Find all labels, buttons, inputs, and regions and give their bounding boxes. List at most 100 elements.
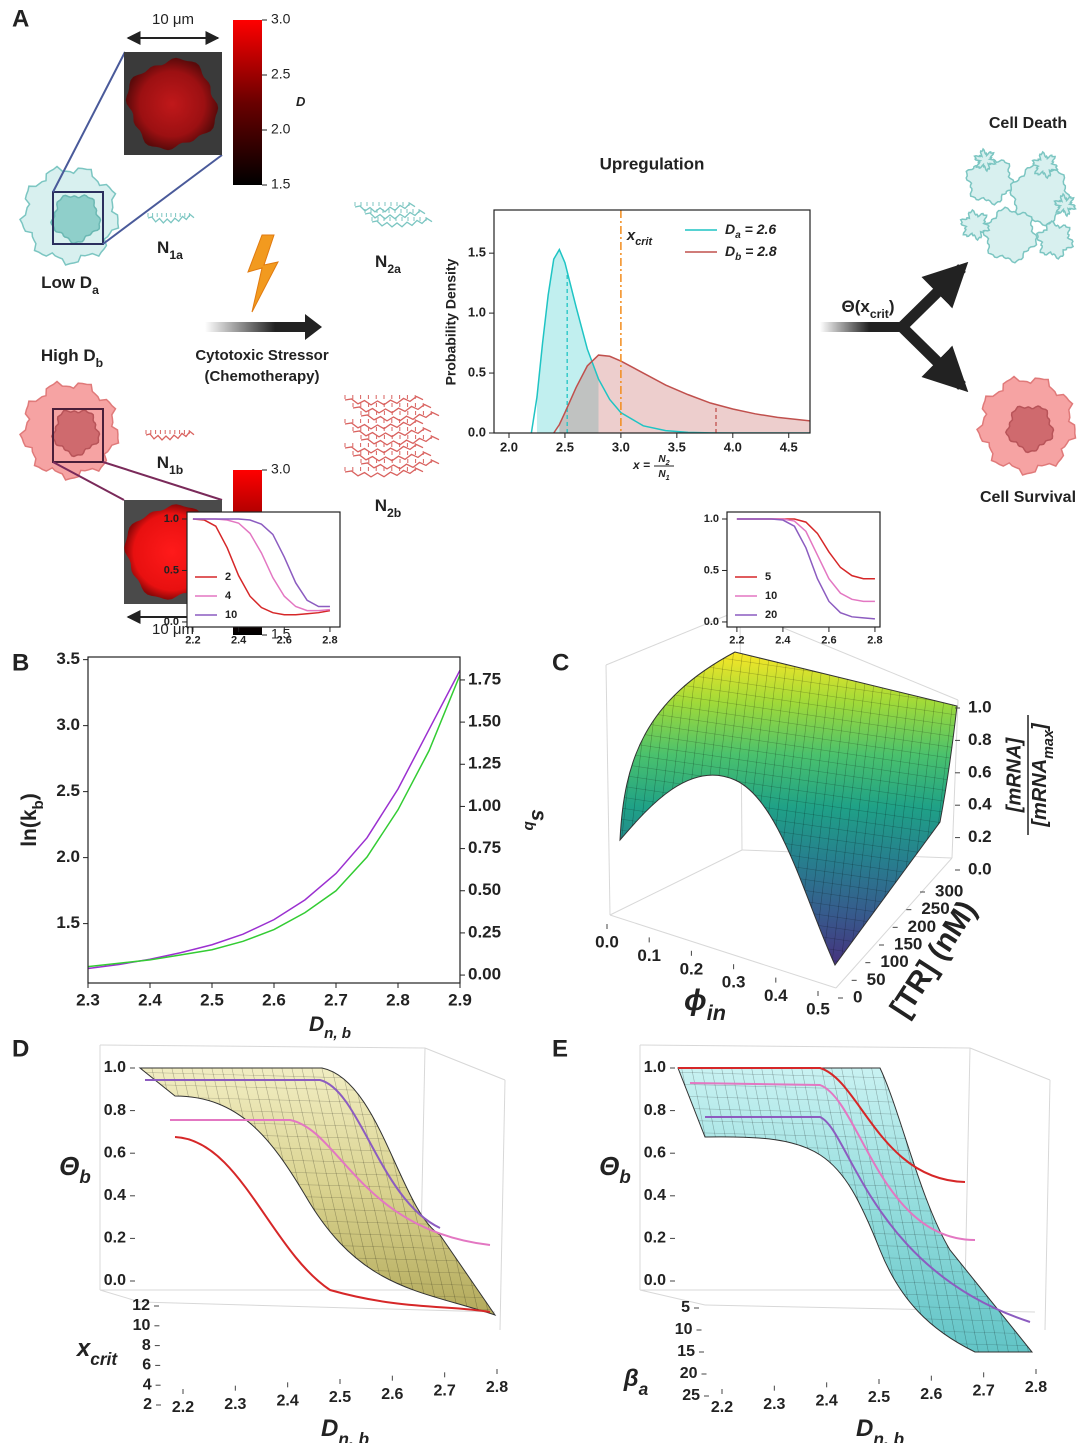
y-tick-label: 20 bbox=[680, 1365, 698, 1382]
transcript-label: N1a bbox=[157, 238, 183, 262]
x-tick-label: 2.7 bbox=[973, 1383, 995, 1400]
mesh-line bbox=[578, 640, 618, 980]
x-tick-label: 2.0 bbox=[500, 440, 518, 455]
x-axis-label-den: N1 bbox=[658, 469, 669, 483]
x-tick-label: 2.5 bbox=[329, 1389, 351, 1406]
surface bbox=[620, 652, 957, 965]
y2-tick-label: 0.50 bbox=[468, 880, 501, 899]
label-num: [mRNA] bbox=[1003, 736, 1025, 813]
panel-label: B bbox=[12, 649, 29, 676]
pane-edge bbox=[425, 1048, 505, 1080]
plot-area bbox=[88, 657, 460, 983]
scale-bar-label: 10 μm bbox=[152, 11, 194, 28]
subscript: 1a bbox=[169, 248, 183, 262]
z-tick-label: 0.8 bbox=[104, 1102, 126, 1119]
colorbar-tick-label: 2.0 bbox=[271, 121, 291, 137]
x-tick-label: 2.6 bbox=[381, 1386, 403, 1403]
x-tick-label: 2.4 bbox=[277, 1393, 299, 1410]
mesh-line bbox=[1030, 1060, 1081, 1360]
text-part: = 2.8 bbox=[741, 243, 777, 259]
x-tick-label: 2.6 bbox=[821, 635, 836, 647]
mesh-line bbox=[560, 640, 600, 980]
y-tick-label: 8 bbox=[142, 1337, 151, 1354]
text-part: ] bbox=[1029, 722, 1051, 732]
subscript: n, b bbox=[338, 1429, 369, 1443]
x-tick-label: 2.2 bbox=[711, 1399, 733, 1416]
y-tick-label: 1.5 bbox=[468, 245, 486, 260]
subscript: b bbox=[30, 800, 47, 809]
x-tick-label: 2.5 bbox=[868, 1389, 890, 1406]
pane-edge bbox=[606, 665, 610, 915]
z-axis-label: Θb bbox=[599, 1151, 631, 1188]
x-tick-label: 2.2 bbox=[185, 635, 200, 647]
pane-edge bbox=[640, 1290, 705, 1305]
y-tick-label: 10 bbox=[675, 1321, 693, 1338]
text-part: D bbox=[725, 221, 735, 237]
y-tick-label: 0.0 bbox=[164, 616, 179, 628]
mesh-line bbox=[670, 1264, 1040, 1274]
mesh-line bbox=[670, 1240, 1040, 1250]
mesh-line bbox=[650, 640, 690, 980]
subscript: crit bbox=[90, 1349, 118, 1369]
x-tick-label: 0.5 bbox=[806, 999, 830, 1018]
panel-label: E bbox=[552, 1035, 568, 1062]
mesh-line bbox=[470, 1060, 530, 1320]
pane-edge bbox=[640, 1045, 970, 1048]
text-part: Θ bbox=[599, 1151, 619, 1181]
mesh-line bbox=[600, 860, 970, 915]
z-tick-label: 0.4 bbox=[644, 1187, 666, 1204]
panel-label: C bbox=[552, 649, 569, 676]
subscript: n, b bbox=[873, 1429, 904, 1443]
text-part: ϕ bbox=[684, 984, 707, 1017]
y-axis-label: Probability Density bbox=[443, 258, 459, 385]
z-tick-label: 0.2 bbox=[644, 1230, 666, 1247]
stressor-label: Cytotoxic Stressor bbox=[195, 347, 329, 364]
text-part: ) bbox=[889, 297, 895, 316]
x-tick-label: 2.2 bbox=[729, 635, 744, 647]
subscript: a bbox=[92, 283, 99, 297]
y-tick-label: 10 bbox=[133, 1317, 151, 1334]
z-tick-label: 1.0 bbox=[644, 1059, 666, 1076]
pane-edge bbox=[606, 610, 740, 665]
plot-area bbox=[187, 512, 340, 627]
y-axis-label: βa bbox=[623, 1365, 649, 1398]
arrow bbox=[205, 314, 322, 340]
subscript: 2a bbox=[387, 262, 401, 276]
pane-edge bbox=[970, 1048, 1050, 1080]
text-part: N bbox=[375, 252, 387, 271]
x-axis-label: x = bbox=[632, 458, 650, 472]
mesh-line bbox=[670, 1228, 1040, 1238]
text-part: β bbox=[623, 1365, 639, 1392]
text-part: D bbox=[725, 243, 735, 259]
y2-tick-label: 0.75 bbox=[468, 838, 501, 857]
mesh-line bbox=[140, 1060, 200, 1320]
x-tick-label: 0.3 bbox=[722, 973, 746, 992]
x-tick-label: 2.3 bbox=[763, 1396, 785, 1413]
y-tick-label: 2 bbox=[143, 1396, 152, 1413]
x-tick-label: 3.0 bbox=[612, 440, 630, 455]
legend-label: 4 bbox=[225, 590, 232, 602]
x-tick-label: 2.7 bbox=[324, 990, 348, 1009]
z-tick-label: 0.4 bbox=[104, 1187, 126, 1204]
z-tick-label: 0.2 bbox=[968, 827, 992, 846]
y-tick-label: 2.0 bbox=[56, 847, 80, 866]
arrow bbox=[902, 327, 962, 386]
y-tick-label: 0.5 bbox=[164, 564, 179, 576]
x-tick-label: 2.4 bbox=[231, 635, 247, 647]
surface bbox=[140, 1068, 495, 1315]
subscript: a bbox=[639, 1379, 649, 1399]
panel-label: D bbox=[12, 1035, 29, 1062]
colorbar-label: D bbox=[296, 94, 306, 109]
y2-tick-label: 1.75 bbox=[468, 669, 501, 688]
y-tick-label: 150 bbox=[894, 934, 922, 953]
x-tick-label: 0.4 bbox=[764, 986, 788, 1005]
y-tick-label: 3.0 bbox=[56, 715, 80, 734]
x-tick-label: 3.5 bbox=[668, 440, 686, 455]
subscript: b bbox=[96, 356, 103, 370]
mesh-line bbox=[670, 1276, 1040, 1286]
x-tick-label: 2.8 bbox=[1025, 1379, 1047, 1396]
mesh-line bbox=[490, 1060, 550, 1320]
subscript: n, b bbox=[324, 1025, 351, 1042]
y-tick-label: 25 bbox=[682, 1387, 700, 1404]
x-tick-label: 2.8 bbox=[867, 635, 882, 647]
